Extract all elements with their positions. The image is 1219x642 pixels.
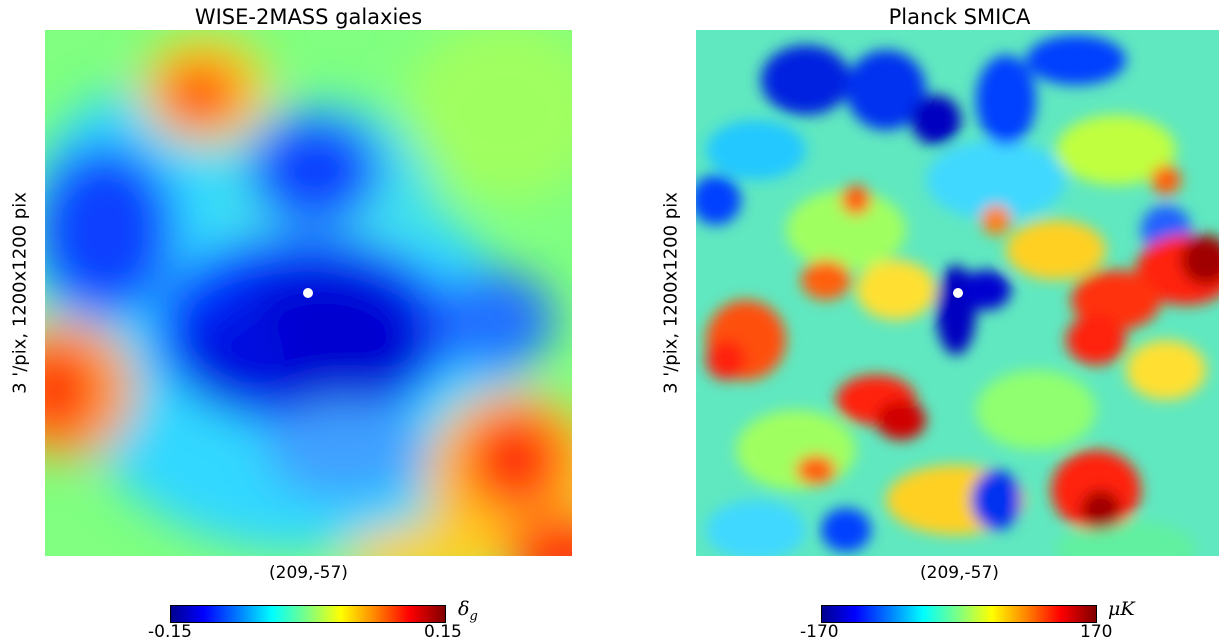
cmb-temperature-image (696, 30, 1219, 556)
panel-title: Planck SMICA (888, 5, 1031, 29)
center-marker-dot (953, 288, 963, 298)
colorbar (170, 605, 446, 623)
colorbar-min-label: -170 (800, 622, 839, 642)
map-center-coordinates: (209,-57) (920, 563, 999, 583)
colorbar-unit-label: δg (458, 598, 478, 624)
map-center-coordinates: (209,-57) (269, 563, 348, 583)
galaxy-density-image (45, 30, 572, 556)
colorbar-unit-label: μK (1108, 598, 1135, 620)
galaxy-density-map (45, 30, 572, 556)
wise-2mass-panel: WISE-2MASS galaxies (0, 0, 600, 642)
colorbar-min-label: -0.15 (148, 622, 192, 642)
colorbar-max-label: 0.15 (424, 622, 462, 642)
center-marker-dot (303, 288, 313, 298)
colorbar-max-label: 170 (1080, 622, 1113, 642)
planck-smica-panel: Planck SMICA (620, 0, 1219, 642)
panel-title: WISE-2MASS galaxies (194, 5, 423, 29)
colorbar (821, 605, 1097, 623)
cmb-temperature-map (696, 30, 1219, 556)
